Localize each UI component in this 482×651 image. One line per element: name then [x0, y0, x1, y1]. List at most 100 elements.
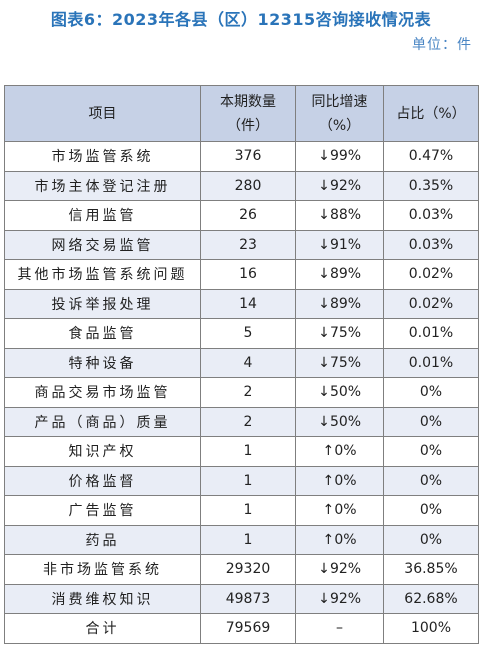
cell-count: 1	[200, 524, 296, 555]
arrow-down-icon: ↓	[318, 590, 330, 607]
cell-item: 特种设备	[4, 347, 201, 378]
arrow-down-icon: ↓	[318, 148, 330, 165]
cell-share: 0.01%	[383, 318, 479, 349]
cell-count: 29320	[200, 554, 296, 585]
cell-share: 0.03%	[383, 229, 479, 260]
cell-share: 0%	[383, 495, 479, 526]
table-row: 投诉举报处理 14 ↓89% 0.02%	[4, 288, 479, 319]
table-row: 产品（商品）质量 2 ↓50% 0%	[4, 406, 479, 437]
cell-item: 其他市场监管系统问题	[4, 259, 201, 290]
cell-growth: ↑0%	[295, 436, 384, 467]
cell-item: 网络交易监管	[4, 229, 201, 260]
header-item: 项目	[4, 85, 201, 142]
cell-growth: ↑0%	[295, 495, 384, 526]
arrow-down-icon: ↓	[318, 295, 330, 312]
arrow-up-icon: ↑	[322, 531, 335, 548]
table-row: 消费维权知识 49873 ↓92% 62.68%	[4, 583, 479, 614]
cell-growth: ↓91%	[295, 229, 384, 260]
cell-growth: ↓92%	[295, 170, 384, 201]
cell-share: 0.03%	[383, 200, 479, 231]
cell-growth: ↓75%	[295, 318, 384, 349]
arrow-up-icon: ↑	[322, 443, 335, 460]
cell-share: 0.01%	[383, 347, 479, 378]
arrow-down-icon: ↓	[318, 325, 330, 342]
cell-count: 23	[200, 229, 296, 260]
growth-value: 75%	[329, 354, 362, 371]
table-row: 食品监管 5 ↓75% 0.01%	[4, 318, 479, 349]
cell-growth: ↓92%	[295, 583, 384, 614]
cell-count: 14	[200, 288, 296, 319]
cell-growth: ↓89%	[295, 259, 384, 290]
table-row: 市场监管系统 376 ↓99% 0.47%	[4, 141, 479, 172]
cell-growth: ↓75%	[295, 347, 384, 378]
arrow-down-icon: ↓	[318, 354, 330, 371]
growth-value: 0%	[334, 443, 357, 460]
table-row: 非市场监管系统 29320 ↓92% 36.85%	[4, 554, 479, 585]
consultation-table: 项目 本期数量 （件） 同比增速 （%） 占比（%） 市场监管系统 376 ↓99% 0.…	[4, 85, 479, 644]
growth-value: 88%	[329, 207, 362, 224]
cell-count: 5	[200, 318, 296, 349]
arrow-up-icon: ↑	[322, 472, 335, 489]
cell-growth: ↓89%	[295, 288, 384, 319]
cell-share: 0%	[383, 465, 479, 496]
cell-growth: ↑0%	[295, 465, 384, 496]
arrow-down-icon: ↓	[318, 207, 330, 224]
cell-growth: ↓50%	[295, 377, 384, 408]
cell-share: 0.02%	[383, 288, 479, 319]
table-header-row: 项目 本期数量 （件） 同比增速 （%） 占比（%）	[4, 85, 479, 142]
arrow-down-icon: ↓	[318, 236, 330, 253]
unit-label: 单位：件	[412, 37, 472, 53]
growth-value: 0%	[334, 531, 357, 548]
growth-value: 89%	[329, 295, 362, 312]
cell-item: 食品监管	[4, 318, 201, 349]
cell-count: 280	[200, 170, 296, 201]
cell-item: 广告监管	[4, 495, 201, 526]
cell-item: 价格监督	[4, 465, 201, 496]
table-row: 广告监管 1 ↑0% 0%	[4, 495, 479, 526]
cell-count: 49873	[200, 583, 296, 614]
cell-count: 2	[200, 406, 296, 437]
header-count: 本期数量 （件）	[200, 85, 296, 142]
arrow-down-icon: ↓	[318, 177, 330, 194]
header-growth: 同比增速 （%）	[295, 85, 384, 142]
growth-value: 99%	[329, 148, 362, 165]
cell-item: 市场主体登记注册	[4, 170, 201, 201]
arrow-up-icon: ↑	[322, 502, 335, 519]
cell-count: 2	[200, 377, 296, 408]
cell-share: 0.02%	[383, 259, 479, 290]
table-row: 市场主体登记注册 280 ↓92% 0.35%	[4, 170, 479, 201]
cell-count: 79569	[200, 613, 296, 644]
cell-share: 0.35%	[383, 170, 479, 201]
growth-value: 50%	[329, 413, 362, 430]
cell-item: 产品（商品）质量	[4, 406, 201, 437]
table-row: 其他市场监管系统问题 16 ↓89% 0.02%	[4, 259, 479, 290]
arrow-down-icon: ↓	[318, 561, 330, 578]
cell-count: 1	[200, 436, 296, 467]
growth-value: 91%	[329, 236, 362, 253]
cell-count: 1	[200, 465, 296, 496]
cell-share: 0%	[383, 406, 479, 437]
table-body: 市场监管系统 376 ↓99% 0.47% 市场主体登记注册 280 ↓92% 0.35% 信用…	[4, 141, 479, 644]
cell-item: 知识产权	[4, 436, 201, 467]
table-row: 知识产权 1 ↑0% 0%	[4, 436, 479, 467]
cell-share: 100%	[383, 613, 479, 644]
cell-item: 投诉举报处理	[4, 288, 201, 319]
arrow-down-icon: ↓	[318, 266, 330, 283]
cell-count: 4	[200, 347, 296, 378]
cell-item: 药品	[4, 524, 201, 555]
cell-item: 商品交易市场监管	[4, 377, 201, 408]
cell-item: 非市场监管系统	[4, 554, 201, 585]
table-row: 药品 1 ↑0% 0%	[4, 524, 479, 555]
table-row: 网络交易监管 23 ↓91% 0.03%	[4, 229, 479, 260]
growth-value: 0%	[334, 502, 357, 519]
table-row: 特种设备 4 ↓75% 0.01%	[4, 347, 479, 378]
cell-count: 16	[200, 259, 296, 290]
table-row: 合计 79569 – 100%	[4, 613, 479, 644]
cell-share: 0%	[383, 377, 479, 408]
growth-value: 92%	[329, 561, 362, 578]
cell-share: 0%	[383, 524, 479, 555]
cell-share: 0.47%	[383, 141, 479, 172]
growth-value: –	[336, 620, 343, 637]
table-row: 商品交易市场监管 2 ↓50% 0%	[4, 377, 479, 408]
growth-value: 50%	[329, 384, 362, 401]
